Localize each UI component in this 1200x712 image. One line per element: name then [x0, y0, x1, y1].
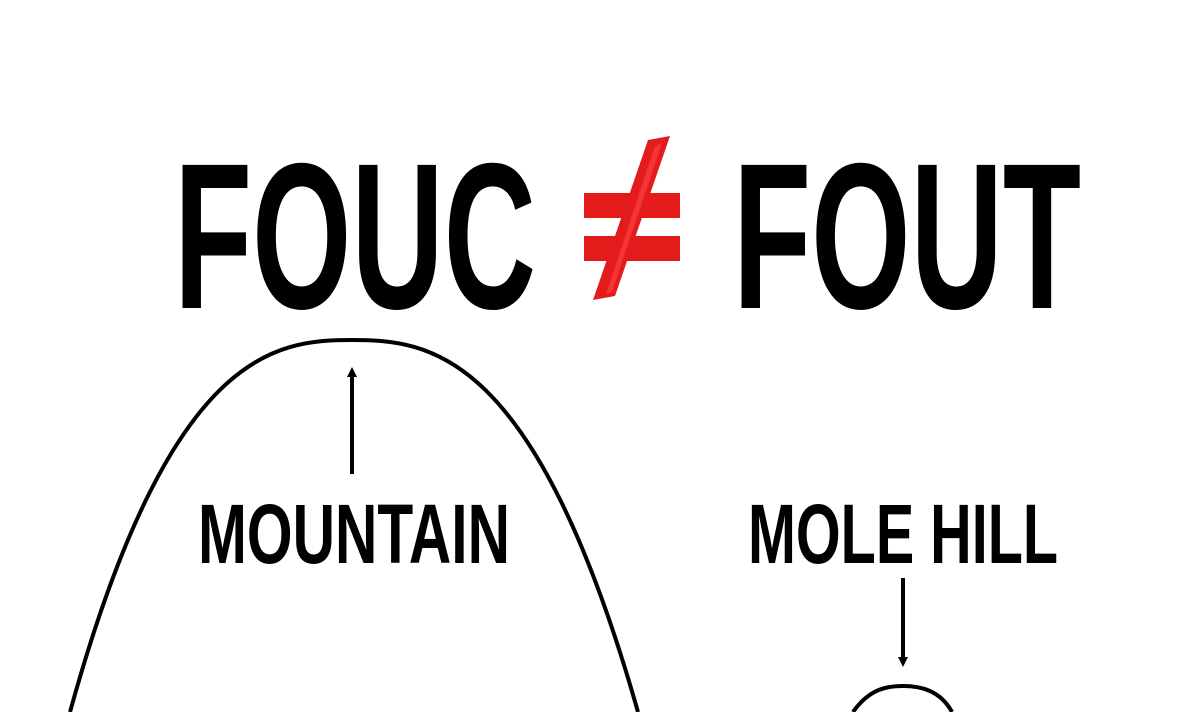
headline-right-term: FOUT [733, 121, 1081, 353]
mountain-curve [68, 337, 640, 712]
mountain-label: MOUNTAIN [198, 487, 510, 581]
not-equal-icon [584, 136, 680, 300]
not-equal-slash-brush [606, 143, 662, 294]
mole-hill-label: MOLE HILL [748, 487, 1058, 581]
headline-left-term: FOUC [174, 121, 536, 353]
mole-hill-curve [851, 683, 954, 712]
